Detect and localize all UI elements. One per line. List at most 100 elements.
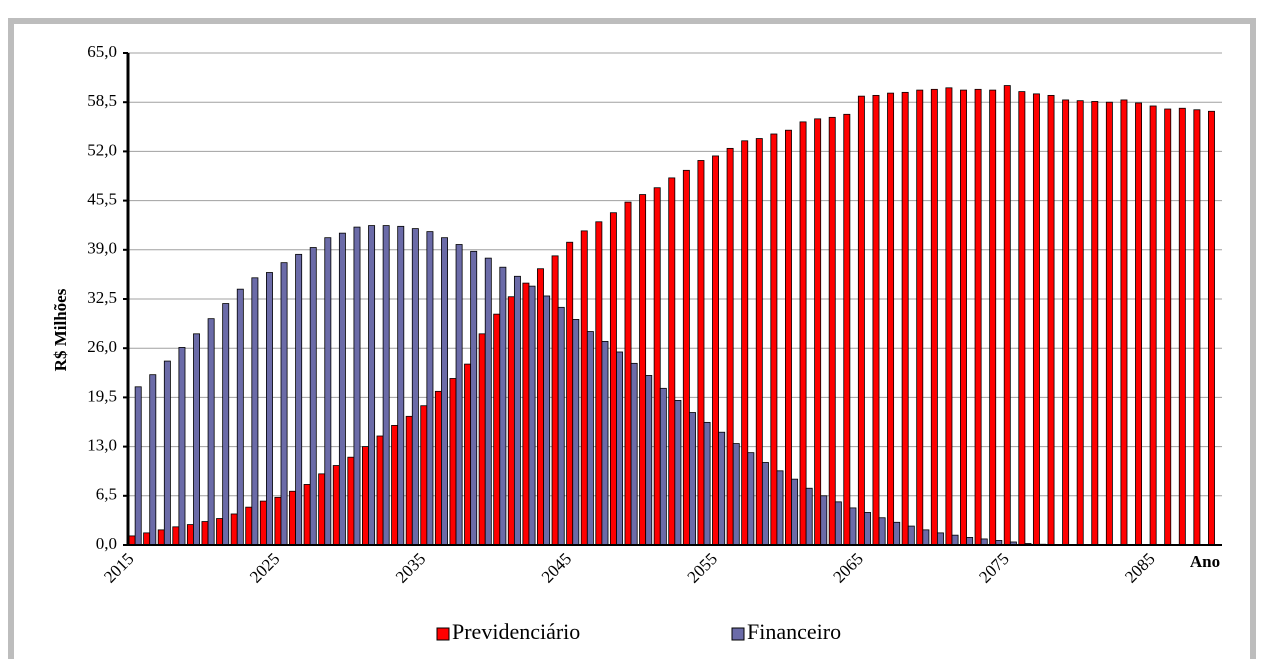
chart-frame — [8, 18, 1256, 659]
bar — [551, 255, 559, 546]
bar — [580, 230, 588, 546]
bar — [1018, 91, 1026, 546]
bar — [207, 318, 215, 546]
bar — [368, 225, 376, 546]
bar — [609, 212, 617, 546]
bar — [776, 470, 784, 546]
bar — [193, 333, 200, 546]
bar — [1047, 94, 1055, 546]
bar — [966, 537, 974, 546]
bar — [449, 378, 457, 546]
bar — [960, 89, 967, 546]
bar — [747, 452, 755, 546]
bar — [907, 525, 915, 546]
bar — [324, 237, 332, 546]
bar — [376, 435, 384, 546]
bar — [732, 443, 740, 546]
bar — [397, 225, 405, 546]
bar — [945, 87, 953, 546]
bar — [805, 487, 813, 546]
bar — [682, 169, 690, 546]
bar — [338, 232, 346, 546]
y-tick-label: 39,0 — [87, 239, 117, 258]
bar — [697, 160, 705, 546]
bar — [1062, 99, 1070, 546]
bar — [726, 147, 734, 546]
bar — [566, 241, 574, 546]
bar — [557, 306, 565, 546]
y-tick-label: 26,0 — [87, 337, 117, 356]
bar — [259, 500, 267, 546]
bar — [668, 177, 676, 546]
bar — [1076, 100, 1084, 546]
y-tick-label: 58,5 — [87, 91, 117, 110]
bar — [843, 113, 851, 546]
bar — [405, 415, 413, 546]
bar — [770, 133, 778, 546]
bar — [674, 400, 682, 546]
y-axis-title: R$ Milhões — [51, 288, 70, 371]
bar — [755, 138, 763, 546]
bar — [441, 237, 448, 546]
bar — [785, 129, 792, 546]
bar — [930, 88, 938, 546]
bar — [1178, 107, 1186, 546]
bar — [624, 201, 632, 546]
bar — [878, 517, 886, 546]
y-tick-label: 13,0 — [87, 436, 117, 455]
bar — [901, 91, 909, 546]
bar — [586, 331, 594, 546]
bar — [645, 375, 653, 546]
bar — [1164, 108, 1172, 546]
bar — [382, 225, 390, 546]
bar — [857, 95, 865, 546]
bar — [537, 268, 544, 546]
bar — [289, 490, 296, 546]
y-tick-label: 52,0 — [87, 140, 117, 159]
bar — [172, 526, 180, 546]
bar — [128, 535, 136, 546]
bar — [507, 296, 515, 546]
bar — [936, 532, 944, 546]
legend-label: Financeiro — [747, 619, 841, 644]
bar — [893, 521, 901, 546]
bar — [528, 285, 536, 546]
y-tick-label: 0,0 — [96, 534, 117, 553]
bar — [989, 89, 997, 546]
bar — [274, 496, 282, 546]
bar — [361, 446, 369, 546]
bar — [295, 253, 303, 546]
bar — [712, 155, 719, 546]
y-tick-label: 19,5 — [87, 386, 117, 405]
bar — [309, 247, 317, 546]
bar — [601, 340, 609, 546]
bar — [493, 313, 501, 546]
bar — [513, 275, 521, 546]
bar — [484, 257, 492, 546]
bar — [149, 374, 157, 546]
bar — [236, 288, 244, 546]
bar — [639, 194, 647, 546]
legend-label: Previdenciário — [452, 619, 580, 644]
bar — [1120, 99, 1128, 546]
bar — [828, 116, 836, 546]
bar — [849, 507, 857, 546]
bar — [318, 473, 326, 546]
bar — [143, 532, 151, 546]
bar — [951, 534, 959, 546]
bar — [1135, 102, 1143, 546]
y-tick-label: 32,5 — [87, 288, 117, 307]
bar — [245, 506, 253, 546]
bar — [1091, 101, 1099, 546]
bar — [163, 360, 171, 546]
bar — [689, 412, 696, 546]
bar — [974, 88, 982, 546]
bar — [1003, 85, 1011, 546]
bar — [703, 421, 711, 546]
bar — [391, 425, 399, 546]
bar — [761, 462, 769, 546]
bar — [1105, 101, 1113, 546]
bar — [659, 387, 667, 546]
